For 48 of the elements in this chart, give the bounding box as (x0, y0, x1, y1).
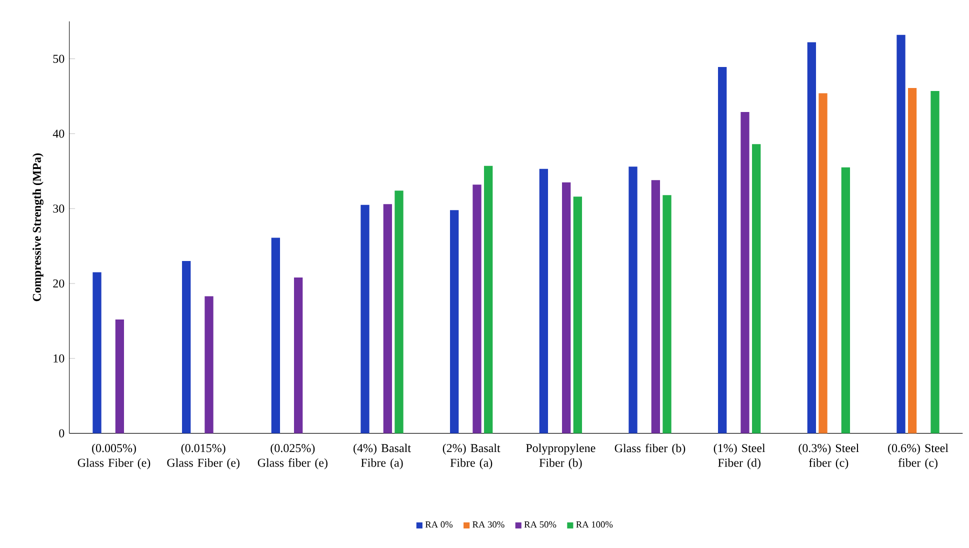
bar (92, 272, 102, 434)
bar (651, 180, 660, 434)
x-tick-label: (0.015%) Glass Fiber (e) (167, 444, 240, 470)
bar (807, 42, 816, 434)
bar (271, 238, 280, 434)
bar (818, 93, 828, 434)
x-tick-label: (4%) Basalt Fibre (a) (354, 444, 411, 470)
bar (204, 296, 214, 434)
x-tick-label: (0.005%) Glass Fiber (e) (78, 444, 150, 470)
y-axis-title: Compressive Strength (MPa) (32, 153, 44, 302)
bar (450, 210, 459, 434)
bar (360, 204, 370, 434)
legend-label: RA 100% (576, 521, 613, 528)
y-tick-label: 20 (53, 279, 64, 288)
bar (573, 196, 582, 434)
x-tick-label: Polypropylene Fiber (b) (526, 444, 596, 470)
x-tick-label: (0.3%) Steel fiber (c) (798, 444, 859, 470)
x-tick-label: (1%) Steel Fiber (d) (714, 444, 766, 470)
y-tick-label: 50 (53, 54, 64, 63)
bar (539, 168, 548, 434)
legend-label: RA 50% (524, 521, 556, 528)
bar (383, 204, 392, 434)
x-tick-label: (0.025%) Glass fiber (e) (258, 444, 328, 470)
bar (740, 112, 750, 434)
legend-label: RA 30% (472, 521, 504, 528)
bar (752, 144, 761, 434)
bar (472, 184, 482, 434)
bar (394, 190, 404, 434)
bar (182, 261, 191, 434)
bar (294, 278, 303, 434)
y-tick-label: 10 (54, 354, 64, 362)
bar (896, 34, 906, 434)
bar (628, 166, 638, 434)
y-tick-label: 0 (59, 429, 64, 438)
bar (841, 167, 850, 434)
y-tick-label: 30 (53, 204, 64, 213)
x-tick-label: Glass fiber (b) (614, 444, 686, 455)
bar (115, 319, 124, 434)
y-tick-label: 40 (52, 130, 64, 138)
bar (930, 90, 940, 434)
legend-label: RA 0% (425, 521, 453, 528)
bar (484, 166, 493, 434)
x-tick-label: (2%) Basalt Fibre (a) (442, 444, 500, 470)
x-tick-label: (0.6%) Steel fiber (c) (888, 444, 948, 470)
bar (718, 67, 727, 434)
bar (908, 88, 917, 434)
bar (662, 195, 672, 434)
bar (562, 182, 571, 434)
